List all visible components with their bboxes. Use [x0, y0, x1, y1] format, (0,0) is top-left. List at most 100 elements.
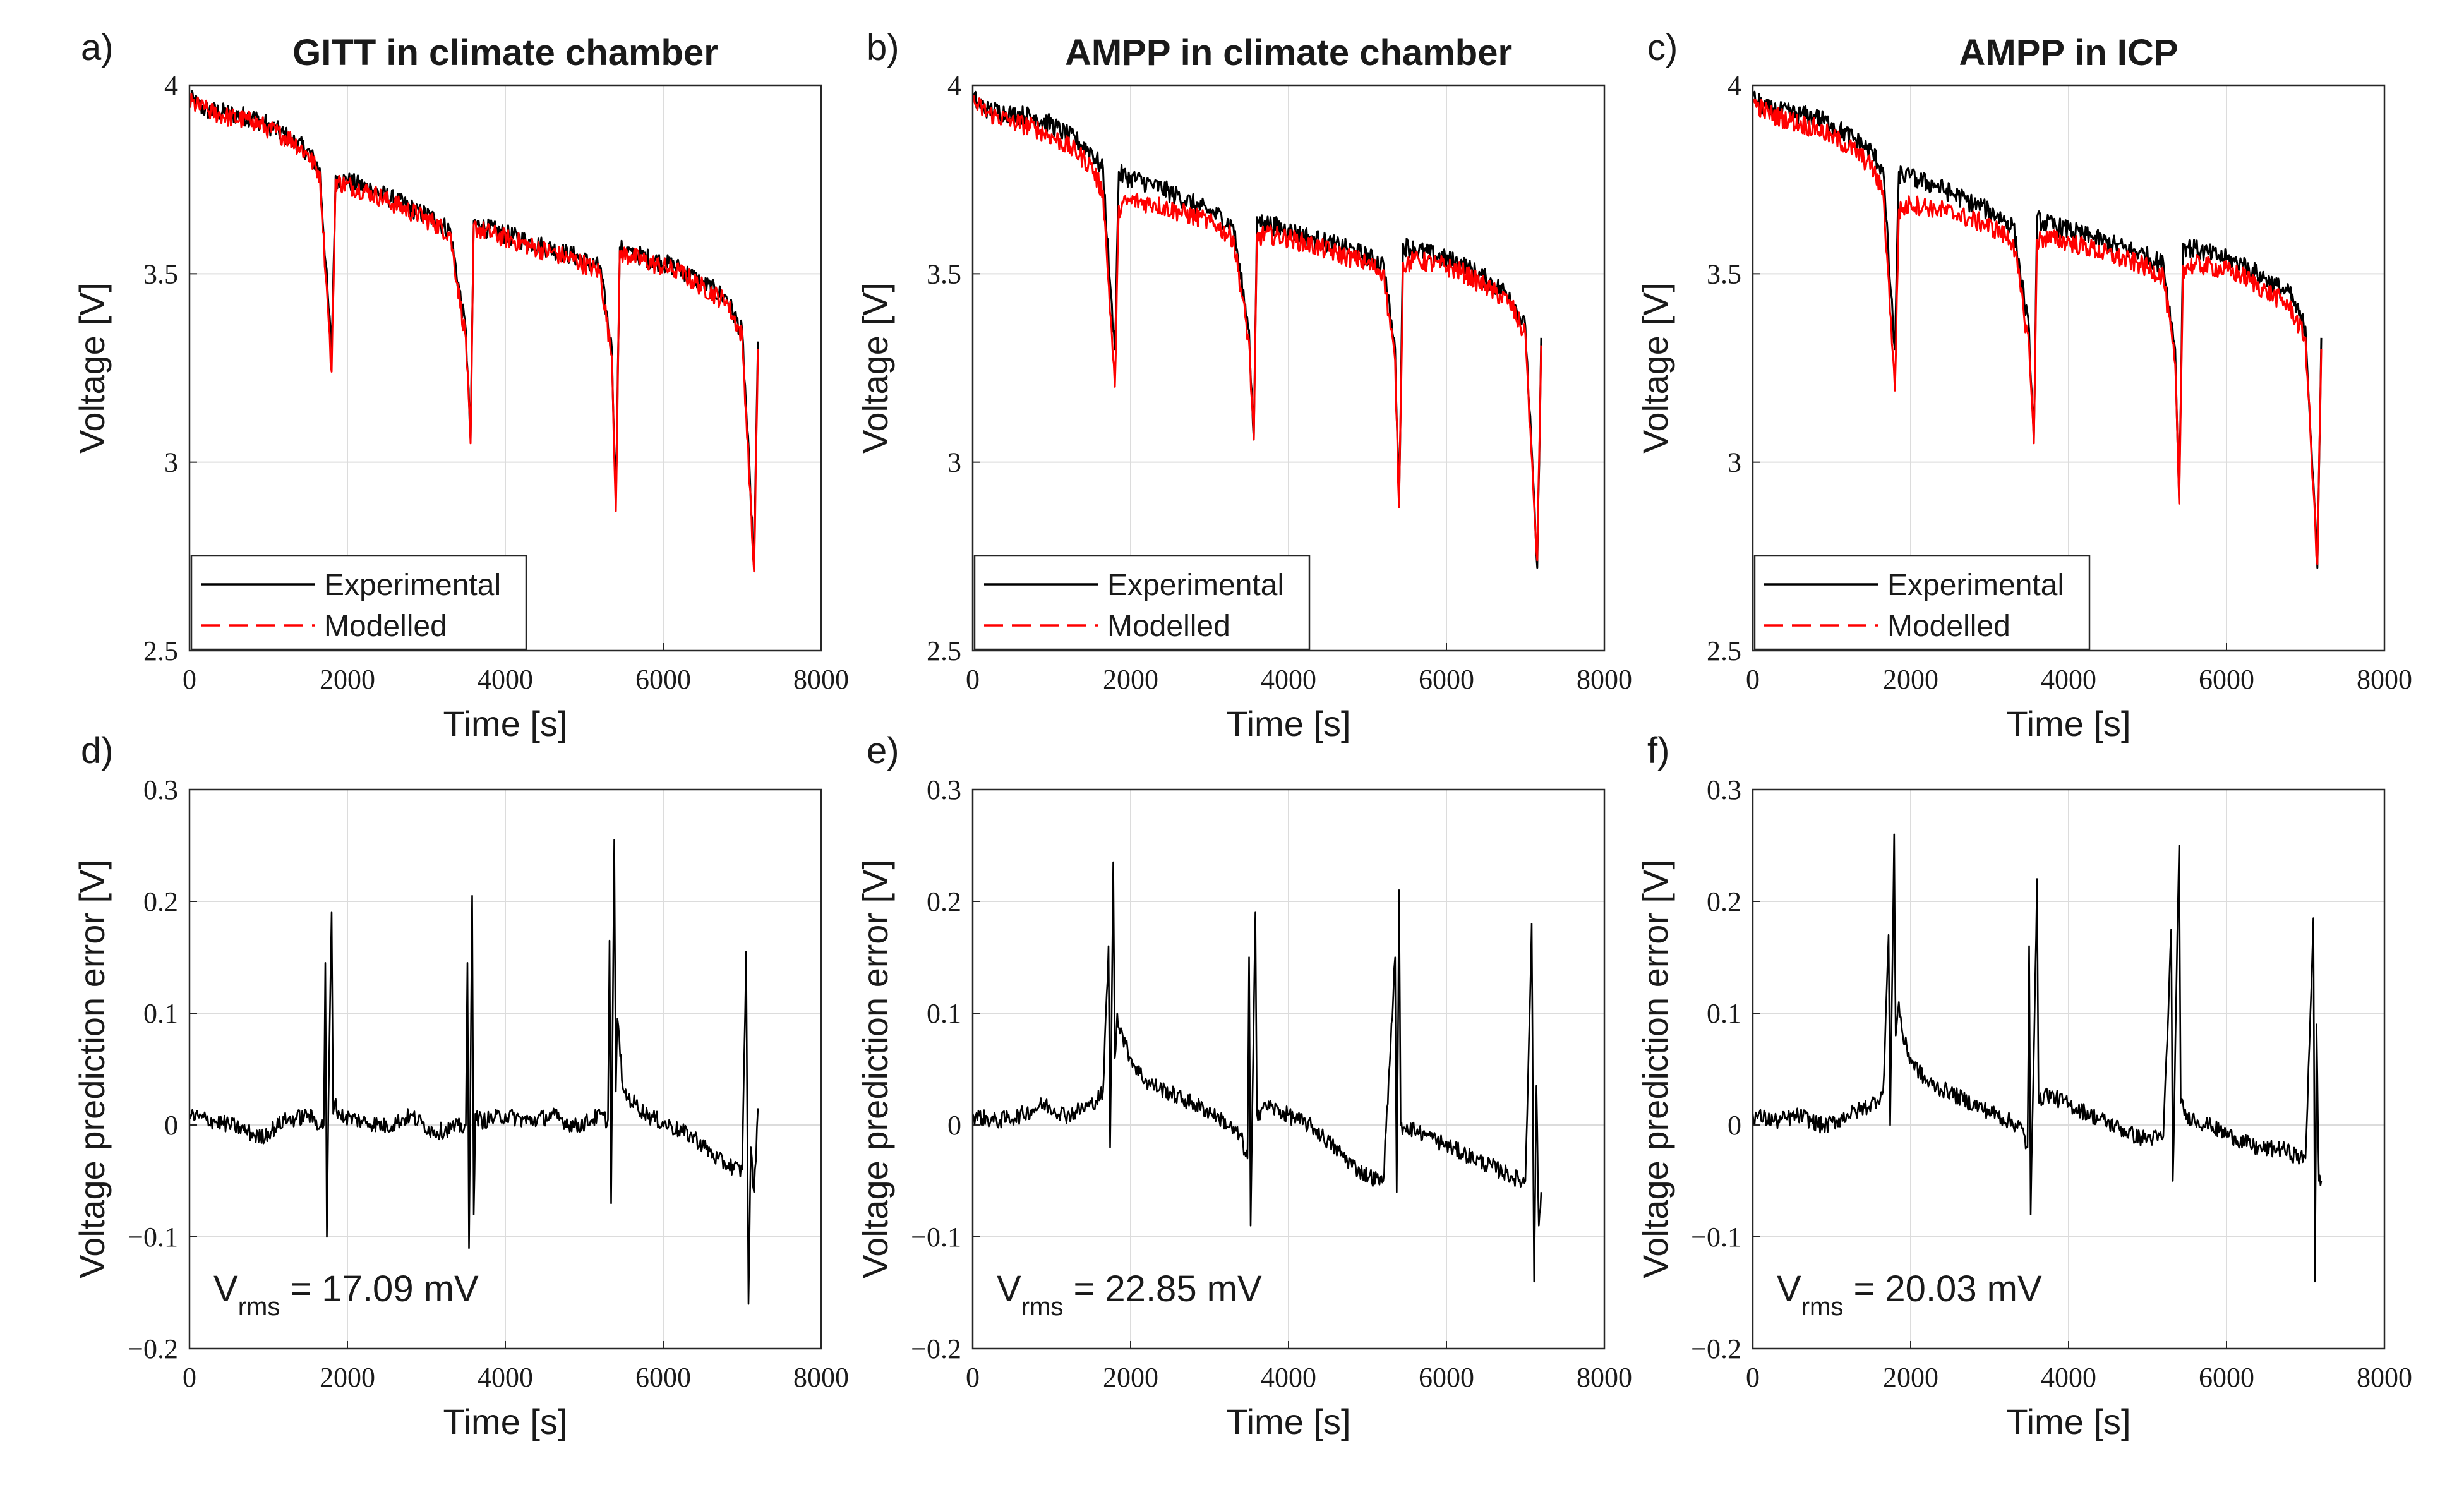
x-tick-label: 6000 [2199, 1362, 2254, 1393]
x-axis-label: Time [s] [2006, 1402, 2130, 1441]
series-line-modelled [1753, 99, 2323, 565]
legend: Experimental Modelled [190, 555, 527, 651]
y-tick-label: 2.5 [1707, 635, 1741, 666]
chart-panel-5: e) 0 2000 4000 6000 8000 −0.2 −0.1 0 0.1 0.2 0.3 Tim… [855, 730, 1632, 1441]
y-axis-label: Voltage [V] [855, 282, 895, 454]
series-line-error [1753, 833, 2323, 1283]
y-tick-label: 3.5 [143, 258, 178, 289]
y-tick-label: 3 [164, 447, 178, 478]
axes-frame [1752, 788, 2386, 1350]
rms-value: = 17.09 mV [280, 1268, 479, 1309]
x-tick-label: 2000 [1103, 1362, 1158, 1393]
x-tick-label: 4000 [1261, 664, 1316, 695]
y-tick-label: −0.2 [1691, 1333, 1741, 1364]
series-group [1753, 90, 2323, 569]
y-tick-label: 2.5 [143, 635, 178, 666]
chart-title: GITT in climate chamber [292, 32, 718, 73]
y-tick-label: 3.5 [927, 258, 961, 289]
axes-frame [188, 84, 822, 652]
panel-letter: a) [81, 27, 114, 68]
rms-symbol: V [997, 1268, 1021, 1309]
x-tick-label: 6000 [635, 1362, 691, 1393]
y-axis-label: Voltage [V] [1635, 282, 1675, 454]
rms-symbol: V [213, 1268, 238, 1309]
x-axis-label: Time [s] [443, 704, 567, 743]
chart-title: AMPP in climate chamber [1065, 32, 1512, 73]
y-tick-label: −0.1 [1691, 1222, 1741, 1253]
legend-entry: Modelled [1887, 610, 2010, 643]
chart-panel-3: c) AMPP in ICP 0 2000 4000 6000 8000 2.5 3 3.5 4 Ti… [1635, 27, 2412, 743]
x-axis-label: Time [s] [443, 1402, 567, 1441]
axes-frame [971, 84, 1606, 652]
axes-frame [971, 788, 1606, 1350]
panel-letter: d) [81, 730, 114, 771]
chart-panel-4: d) 0 2000 4000 6000 8000 −0.2 −0.1 0 0.1 0.2 0.3 Tim… [72, 730, 849, 1441]
legend-box [1753, 555, 2091, 651]
x-axis-label: Time [s] [1226, 704, 1350, 743]
legend-entry: Modelled [1107, 610, 1230, 643]
x-tick-label: 6000 [1419, 1362, 1474, 1393]
x-axis-label: Time [s] [1226, 1402, 1350, 1441]
x-tick-label: 4000 [478, 664, 533, 695]
y-tick-label: 0.3 [1707, 774, 1741, 805]
legend-entry: Modelled [324, 610, 447, 643]
x-tick-label: 8000 [1577, 664, 1632, 695]
y-tick-label: 4 [947, 70, 961, 101]
y-tick-label: 0.3 [927, 774, 961, 805]
y-tick-label: 0.2 [143, 886, 178, 917]
x-tick-label: 2000 [1103, 664, 1158, 695]
x-tick-label: 0 [1746, 1362, 1760, 1393]
x-tick-label: 0 [966, 664, 980, 695]
y-tick-label: 3 [947, 447, 961, 478]
x-tick-label: 2000 [1883, 664, 1938, 695]
rms-symbol: V [1777, 1268, 1801, 1309]
grid-lines [189, 790, 821, 1349]
legend-entry: Experimental [1107, 569, 1284, 602]
x-tick-label: 2000 [1883, 1362, 1938, 1393]
axes-frame [188, 788, 822, 1350]
rms-value: = 20.03 mV [1843, 1268, 2042, 1309]
series-group [973, 861, 1542, 1283]
x-tick-label: 4000 [2041, 664, 2096, 695]
legend-entry: Experimental [324, 569, 501, 602]
y-axis-label: Voltage [V] [72, 282, 112, 454]
panel-letter: b) [867, 27, 899, 68]
y-tick-label: −0.2 [128, 1333, 178, 1364]
series-group [973, 90, 1542, 569]
x-tick-label: 6000 [2199, 664, 2254, 695]
y-tick-label: 4 [164, 70, 178, 101]
y-axis-label: Voltage prediction error [V] [1635, 860, 1675, 1278]
legend: Experimental Modelled [973, 555, 1311, 651]
y-tick-label: 0.1 [1707, 998, 1741, 1029]
x-tick-label: 8000 [1577, 1362, 1632, 1393]
y-tick-label: −0.1 [911, 1222, 961, 1253]
y-tick-label: 0 [164, 1110, 178, 1141]
x-tick-label: 0 [966, 1362, 980, 1393]
rms-subscript: rms [1021, 1293, 1064, 1321]
rms-annotation: Vrms = 22.85 mV [997, 1268, 1262, 1321]
x-tick-label: 8000 [2357, 664, 2412, 695]
y-tick-label: 0 [947, 1110, 961, 1141]
x-tick-label: 0 [183, 1362, 196, 1393]
y-tick-label: 0.1 [927, 998, 961, 1029]
series-line-error [189, 839, 759, 1305]
y-tick-label: 2.5 [927, 635, 961, 666]
x-tick-label: 8000 [793, 664, 849, 695]
series-group [1753, 833, 2323, 1283]
series-group [189, 90, 759, 573]
panel-letter: c) [1647, 27, 1678, 68]
legend-entry: Experimental [1887, 569, 2064, 602]
chart-panel-1: a) GITT in climate chamber 0 2000 4000 6000 80… [72, 27, 849, 743]
rms-subscript: rms [238, 1293, 280, 1321]
rms-value: = 22.85 mV [1063, 1268, 1262, 1309]
x-tick-label: 0 [183, 664, 196, 695]
chart-title: AMPP in ICP [1959, 32, 2179, 73]
legend: Experimental Modelled [1753, 555, 2091, 651]
axes-frame [1752, 84, 2386, 652]
x-tick-label: 4000 [2041, 1362, 2096, 1393]
series-line-modelled [973, 95, 1542, 562]
x-tick-label: 6000 [1419, 664, 1474, 695]
rms-annotation: Vrms = 17.09 mV [213, 1268, 479, 1321]
y-tick-label: 0.2 [927, 886, 961, 917]
